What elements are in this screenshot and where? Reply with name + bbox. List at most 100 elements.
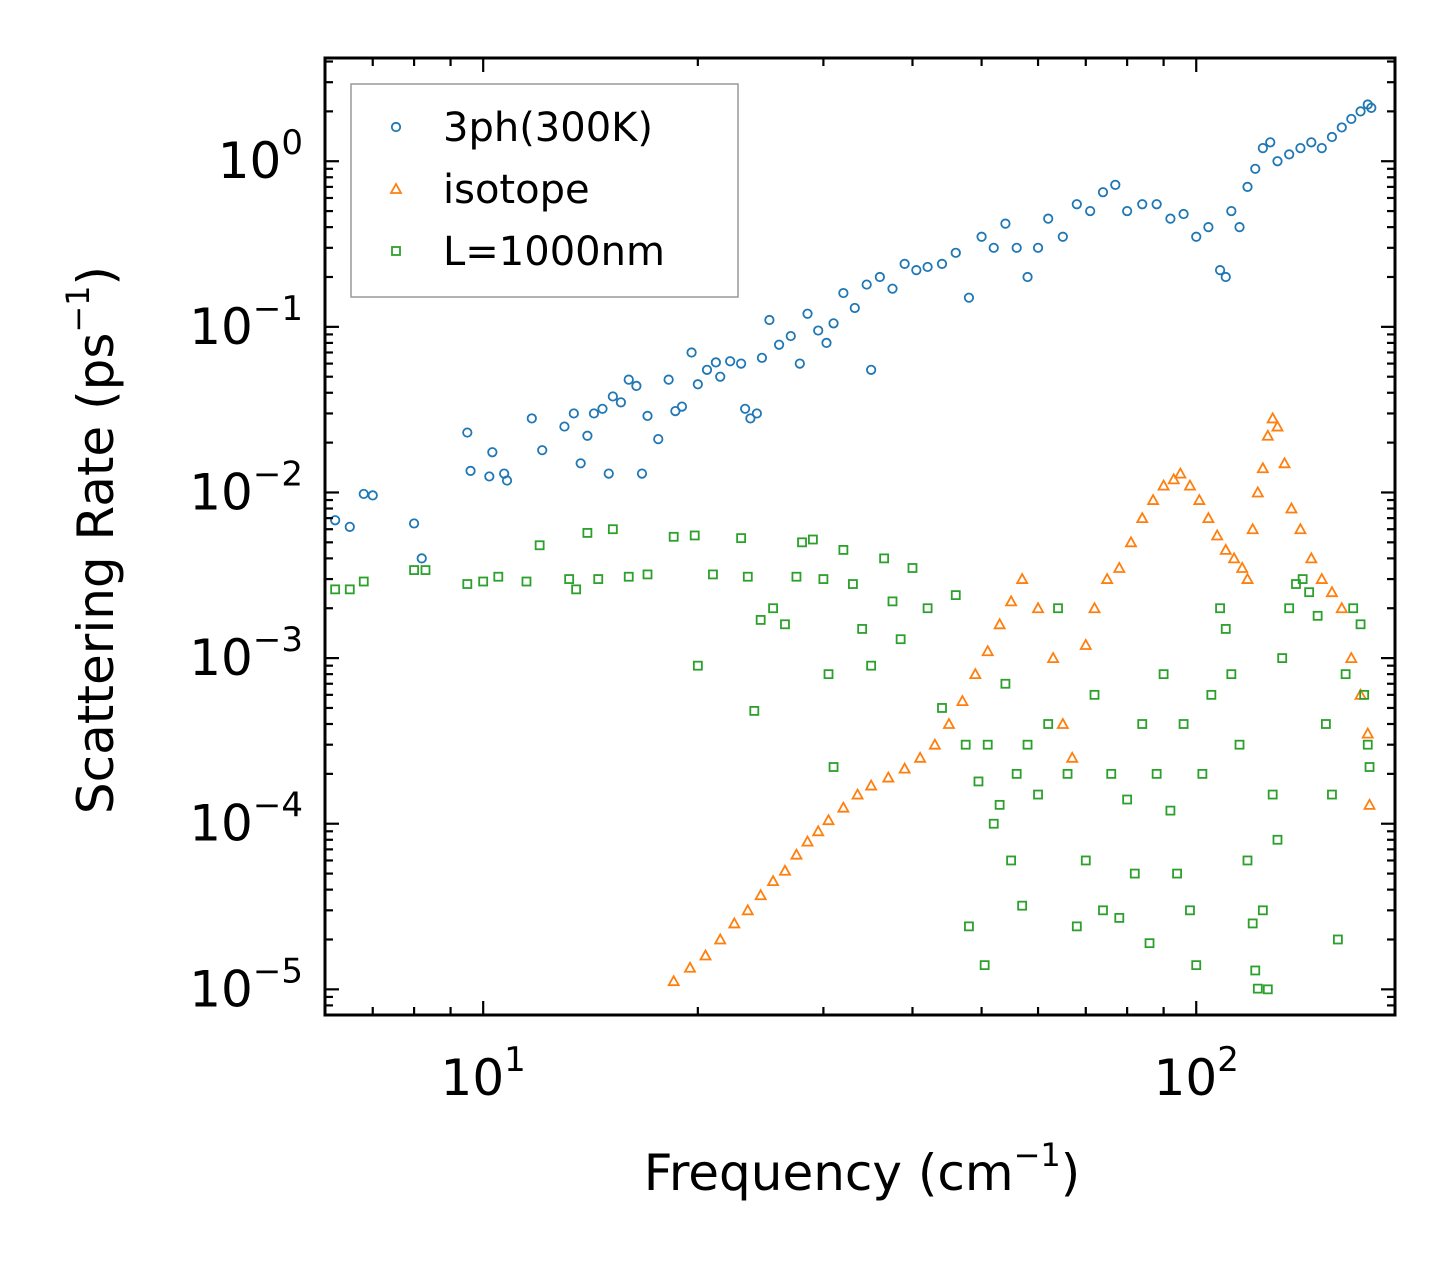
data-point (1277, 653, 1288, 663)
legend-item: L=1000nm (391, 229, 665, 275)
y-tick-label: 10−2 (189, 454, 303, 521)
data-point (979, 960, 990, 971)
data-point (1295, 143, 1306, 154)
data-point (571, 584, 582, 595)
data-point (1206, 689, 1217, 700)
data-point (928, 737, 942, 750)
data-point (478, 576, 489, 587)
data-point (607, 524, 618, 535)
data-point (1247, 918, 1258, 929)
data-point (692, 660, 703, 671)
data-point (1226, 669, 1237, 680)
data-point (1015, 572, 1029, 584)
data-point (1214, 265, 1226, 276)
data-point (1210, 528, 1224, 541)
data-point (597, 403, 608, 414)
data-point (409, 565, 419, 575)
data-point (582, 528, 593, 538)
data-point (462, 427, 473, 438)
data-point (1146, 493, 1160, 505)
data-point (861, 279, 872, 290)
data-point (631, 380, 642, 392)
data-point (1262, 984, 1273, 995)
data-point (1178, 719, 1189, 729)
data-point (358, 488, 369, 500)
data-point (686, 347, 697, 358)
data-point (1242, 181, 1253, 192)
data-point (754, 888, 768, 901)
data-point (692, 379, 703, 390)
data-point (420, 565, 431, 575)
data-point (1220, 624, 1231, 634)
x-tick-labels: 101 102 (441, 1040, 1239, 1107)
data-point (1265, 137, 1276, 148)
data-point (881, 770, 895, 783)
data-point (1325, 585, 1339, 598)
data-point (1004, 594, 1018, 607)
legend-box (350, 83, 739, 298)
data-point (582, 430, 593, 441)
data-point (1284, 501, 1298, 514)
data-point (689, 530, 700, 541)
data-point (764, 314, 775, 326)
data-point (994, 799, 1005, 810)
data-point (1129, 868, 1140, 879)
data-point (1332, 934, 1343, 945)
data-point (1165, 213, 1176, 224)
data-point (968, 667, 982, 680)
data-point (367, 490, 378, 501)
data-point (1185, 905, 1195, 916)
data-point (993, 617, 1007, 630)
data-point (1057, 231, 1068, 242)
data-point (1191, 960, 1202, 971)
data-point (851, 787, 865, 800)
data-point (950, 590, 961, 601)
y-tick-label: 10−1 (189, 289, 303, 356)
data-point (501, 475, 513, 486)
data-point (1250, 965, 1261, 976)
data-point (755, 615, 766, 625)
data-point (745, 413, 756, 424)
data-point (911, 265, 922, 276)
data-point (982, 739, 993, 750)
y-tick-label: 10−4 (189, 786, 303, 853)
data-point (797, 537, 807, 548)
data-point (1087, 601, 1102, 614)
data-point (838, 287, 849, 299)
data-point (1053, 603, 1063, 614)
y-tick-labels: 100 10−1 10−2 10−3 10−4 10−5 (189, 123, 303, 1018)
data-point (740, 403, 751, 414)
data-point (836, 800, 850, 813)
data-point (462, 579, 473, 589)
data-point (623, 571, 634, 582)
data-point (1304, 587, 1315, 598)
data-point (1122, 794, 1133, 805)
data-point (895, 634, 906, 645)
data-point (1272, 834, 1283, 845)
data-point (1022, 271, 1033, 283)
data-points (330, 99, 1377, 995)
data-point (960, 739, 971, 750)
data-point (1079, 638, 1093, 650)
data-point (710, 357, 721, 368)
legend-marker (389, 182, 403, 194)
data-point (1235, 561, 1249, 573)
data-point (751, 408, 762, 419)
data-point (1167, 472, 1181, 485)
data-point (668, 531, 679, 542)
data-point (937, 703, 947, 713)
data-point (973, 776, 984, 787)
data-point (1278, 456, 1292, 469)
data-point (1362, 739, 1373, 750)
data-point (1336, 122, 1347, 133)
data-point (1297, 574, 1308, 584)
data-point (1172, 868, 1182, 879)
data-point (1252, 983, 1263, 994)
data-point (568, 408, 579, 419)
data-point (487, 447, 498, 458)
data-point (1340, 669, 1351, 680)
data-point (749, 705, 760, 716)
data-point (708, 569, 718, 580)
data-point (988, 242, 999, 253)
